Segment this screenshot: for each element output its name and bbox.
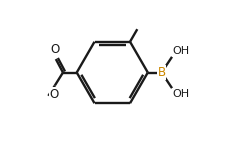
Text: O: O <box>49 88 58 101</box>
Text: OH: OH <box>172 89 189 99</box>
Text: B: B <box>157 66 165 79</box>
Text: OH: OH <box>172 46 189 56</box>
Text: O: O <box>50 44 59 56</box>
